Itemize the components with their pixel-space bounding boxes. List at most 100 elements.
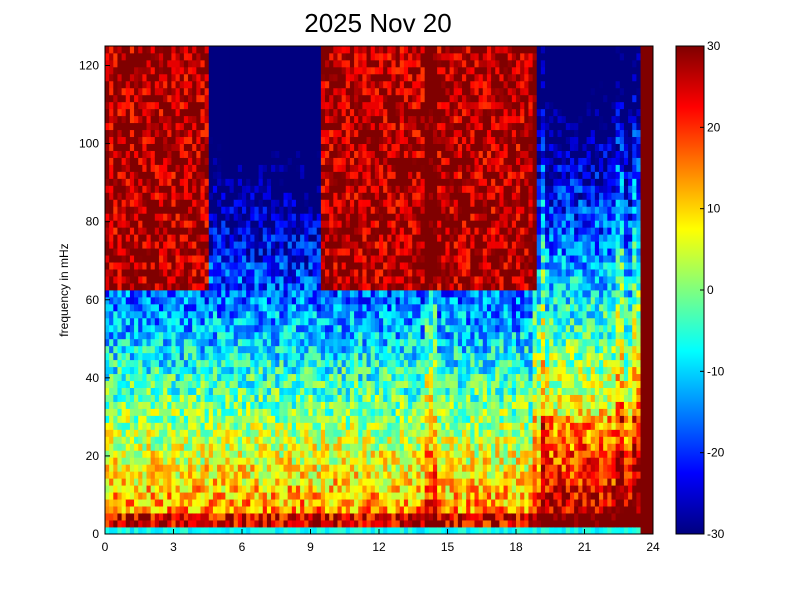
heatmap-cell (254, 80, 259, 89)
heatmap-cell (262, 443, 268, 451)
heatmap-cell (362, 283, 367, 291)
heatmap-cell (250, 436, 255, 444)
heatmap-cell (329, 122, 334, 131)
heatmap-cell (233, 429, 239, 437)
heatmap-cell (395, 443, 401, 451)
heatmap-cell (217, 485, 222, 493)
heatmap-cell (200, 338, 206, 347)
heatmap-cell (320, 136, 326, 144)
heatmap-cell (129, 185, 135, 193)
heatmap-cell (237, 478, 243, 486)
heatmap-cell (395, 73, 401, 82)
heatmap-cell (283, 283, 289, 291)
heatmap-cell (221, 220, 226, 228)
heatmap-cell (171, 513, 176, 521)
heatmap-cell (158, 310, 164, 319)
heatmap-cell (200, 492, 206, 500)
heatmap-cell (229, 87, 235, 96)
heatmap-cell (171, 401, 176, 409)
heatmap-cell (295, 206, 301, 214)
heatmap-cell (179, 255, 185, 263)
heatmap-cell (233, 234, 239, 242)
heatmap-cell (134, 157, 139, 165)
heatmap-cell (138, 471, 143, 479)
heatmap-cell (316, 101, 322, 110)
heatmap-cell (341, 269, 347, 277)
heatmap-cell (258, 283, 264, 291)
heatmap-cell (125, 255, 131, 263)
heatmap-cell (163, 108, 168, 117)
heatmap-cell (354, 276, 359, 284)
heatmap-cell (333, 499, 338, 507)
heatmap-cell (349, 87, 355, 96)
heatmap-cell (366, 478, 372, 486)
heatmap-cell (391, 171, 396, 179)
heatmap-cell (370, 199, 376, 207)
heatmap-cell (308, 303, 313, 312)
heatmap-cell (395, 157, 401, 165)
heatmap-cell (200, 457, 206, 465)
heatmap-cell (225, 338, 230, 347)
heatmap-cell (312, 359, 318, 368)
heatmap-cell (142, 46, 147, 54)
heatmap-cell (196, 73, 201, 82)
heatmap-cell (175, 122, 181, 131)
heatmap-cell (154, 73, 160, 82)
heatmap-cell (200, 499, 206, 507)
heatmap-cell (175, 115, 181, 124)
heatmap-cell (366, 443, 372, 451)
heatmap-cell (233, 485, 239, 493)
heatmap-cell (134, 108, 139, 117)
heatmap-cell (154, 485, 160, 493)
heatmap-cell (121, 290, 127, 298)
heatmap-cell (167, 101, 172, 110)
heatmap-cell (320, 220, 326, 228)
heatmap-cell (246, 73, 251, 82)
heatmap-cell (279, 52, 284, 61)
heatmap-cell (109, 192, 114, 200)
heatmap-cell (237, 457, 243, 465)
heatmap-cell (354, 408, 359, 416)
heatmap-cell (179, 171, 185, 179)
heatmap-cell (325, 471, 330, 479)
heatmap-cell (287, 457, 293, 465)
heatmap-cell (387, 408, 392, 416)
heatmap-cell (341, 164, 347, 172)
heatmap-cell (217, 213, 222, 221)
heatmap-cell (374, 387, 380, 395)
heatmap-cell (304, 345, 309, 354)
heatmap-cell (208, 499, 214, 507)
heatmap-cell (262, 248, 268, 256)
heatmap-cell (158, 269, 164, 277)
heatmap-cell (316, 157, 322, 165)
heatmap-cell (279, 206, 284, 214)
heatmap-cell (275, 436, 280, 444)
heatmap-cell (295, 457, 301, 465)
heatmap-cell (192, 178, 197, 186)
heatmap-cell (266, 331, 272, 340)
heatmap-cell (370, 387, 376, 395)
heatmap-cell (129, 150, 135, 158)
heatmap-cell (183, 485, 189, 493)
heatmap-cell (158, 122, 164, 131)
heatmap-cell (237, 290, 243, 298)
heatmap-cell (171, 73, 176, 82)
heatmap-cell (366, 227, 372, 235)
heatmap-cell (225, 206, 230, 214)
heatmap-cell (283, 429, 289, 437)
heatmap-cell (266, 108, 272, 117)
heatmap-cell (146, 87, 152, 96)
heatmap-cell (258, 46, 264, 54)
heatmap-cell (242, 234, 247, 242)
heatmap-cell (250, 101, 255, 110)
heatmap-cell (217, 310, 222, 319)
heatmap-cell (345, 192, 351, 200)
heatmap-cell (374, 317, 380, 326)
heatmap-cell (304, 352, 309, 361)
heatmap-cell (262, 234, 268, 242)
heatmap-cell (150, 108, 156, 117)
heatmap-cell (163, 478, 168, 486)
heatmap-cell (295, 248, 301, 256)
heatmap-cell (200, 373, 206, 382)
heatmap-cell (341, 80, 347, 89)
